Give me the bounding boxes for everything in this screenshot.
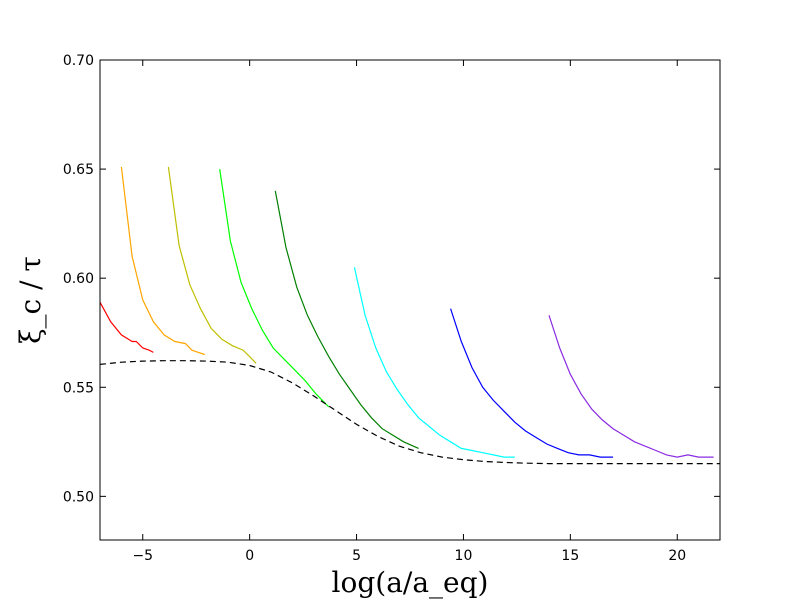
series-line-6: [353, 267, 515, 458]
series-layer: [99, 166, 720, 465]
series-line-4: [219, 169, 330, 408]
x-tick-label: 10: [455, 548, 473, 564]
series-line-8: [548, 315, 714, 458]
y-tick-label: 0.60: [63, 271, 94, 287]
y-tick-label: 0.55: [63, 380, 94, 396]
plot-frame: [99, 59, 721, 541]
series-line-5: [274, 190, 419, 449]
x-axis-label: log(a/a_eq): [332, 566, 489, 599]
series-line-1: [99, 301, 154, 353]
y-tick-label: 0.65: [63, 162, 94, 178]
series-line-2: [120, 166, 205, 356]
x-tick-label: 5: [352, 548, 361, 564]
x-tick-label: 0: [245, 548, 254, 564]
y-tick-label: 0.50: [63, 489, 94, 505]
x-tick-label: 15: [561, 548, 579, 564]
x-tick-label: 20: [668, 548, 686, 564]
series-line-3: [167, 166, 257, 364]
ticks-layer: −5 0 5 10 15 20 0.50 0.55 0.60 0.65 0.70: [63, 53, 720, 564]
x-tick-label: −5: [132, 548, 153, 564]
y-axis-label: ξ_c / τ: [14, 256, 47, 344]
series-line-dashed: [99, 360, 720, 465]
series-line-7: [450, 308, 614, 458]
y-tick-label: 0.70: [63, 53, 94, 69]
